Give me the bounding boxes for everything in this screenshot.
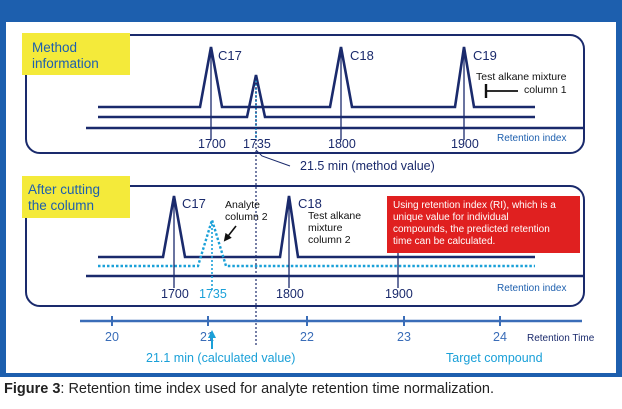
time-label-23: 23 <box>397 330 411 344</box>
peak-label-c18-top: C18 <box>350 48 374 63</box>
red-note-line4: time can be calculated. <box>393 236 495 247</box>
method-label-line2: information <box>32 56 99 71</box>
ri-tick-1700-top: 1700 <box>198 137 226 151</box>
analyte-label-line1: Analyte <box>225 199 260 211</box>
caption-figure-number: Figure 3 <box>4 381 61 397</box>
alkane-note-top-line1: Test alkane mixture <box>476 71 567 83</box>
time-label-22: 22 <box>300 330 314 344</box>
ri-tick-1735-bottom: 1735 <box>199 287 227 301</box>
caption-text: : Retention time index used for analyte … <box>60 381 495 397</box>
cut-column-label-line1: After cutting <box>28 182 100 197</box>
calculated-value-text: 21.1 min (calculated value) <box>146 351 295 365</box>
peak-label-c19-top: C19 <box>473 48 497 63</box>
red-note-line2: unique value for individual <box>393 212 509 223</box>
alkane-note-top-line2: column 1 <box>524 84 567 96</box>
time-label-20: 20 <box>105 330 119 344</box>
ri-tick-1900-bottom: 1900 <box>385 287 413 301</box>
ri-tick-1800-bottom: 1800 <box>276 287 304 301</box>
method-label-box <box>22 33 130 75</box>
alkane-chromatogram-trace-col2 <box>98 195 535 259</box>
analyte-chromatogram-trace-col2 <box>98 215 535 268</box>
red-note-line1: Using retention index (RI), which is a <box>393 200 556 211</box>
method-label-line1: Method <box>32 40 77 55</box>
method-panel-border <box>25 34 585 154</box>
ri-tick-1900-top: 1900 <box>451 137 479 151</box>
alkane-note-bottom-line3: column 2 <box>308 234 351 246</box>
cut-column-panel-border <box>25 185 585 307</box>
peak-label-c18-bottom: C18 <box>298 196 322 211</box>
retention-time-label: Retention Time <box>527 333 595 344</box>
figure-caption: Figure 3: Retention time index used for … <box>4 381 618 397</box>
method-value-text: 21.5 min (method value) <box>300 159 435 173</box>
ri-tick-1700-bottom: 1700 <box>161 287 189 301</box>
analyte-arrow <box>223 225 237 242</box>
method-value-leader <box>255 149 291 167</box>
ri-axis-label-top: Retention index <box>497 133 567 144</box>
target-compound-label: Target compound <box>446 351 543 365</box>
ri-tick-1800-top: 1800 <box>328 137 356 151</box>
red-note-line3: compounds, the predicted retention <box>393 224 550 235</box>
red-note-box <box>387 196 580 253</box>
cut-column-label-box <box>22 176 130 218</box>
ri-axis-label-bottom: Retention index <box>497 283 567 294</box>
alkane-chromatogram-trace <box>98 46 535 109</box>
time-label-24: 24 <box>493 330 507 344</box>
cut-column-label-line2: the column <box>28 198 94 213</box>
alkane-note-bottom-line2: mixture <box>308 222 343 234</box>
ri-tick-1735-top: 1735 <box>243 137 271 151</box>
analyte-label-line2: column 2 <box>225 211 268 223</box>
peak-label-c17-top: C17 <box>218 48 242 63</box>
alkane-note-bottom-line1: Test alkane <box>308 210 361 222</box>
peak-label-c17-bottom: C17 <box>182 196 206 211</box>
